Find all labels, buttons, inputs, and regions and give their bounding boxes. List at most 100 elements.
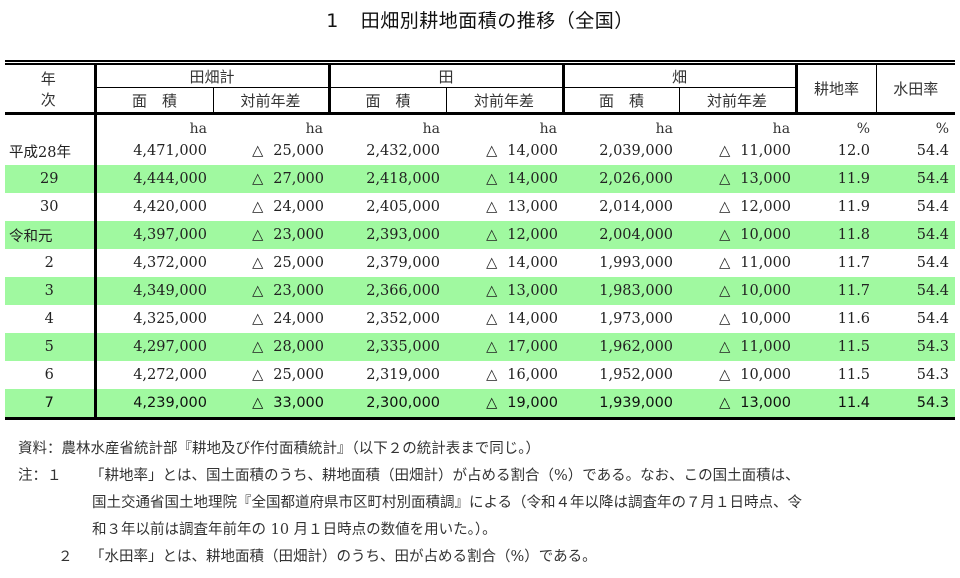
row-year: 平成28年 (5, 137, 97, 165)
decrease-triangle-icon: △ (486, 255, 498, 271)
cell-upland-area: 1,973,000 (599, 311, 674, 327)
cell-value: 11,000 (740, 143, 792, 159)
unit-cell: ha (539, 121, 558, 137)
cell-upland-area: 1,952,000 (599, 367, 674, 383)
cell-total-diff: △ 23,000 (213, 221, 330, 249)
cell-paddy-rate: 54.4 (876, 165, 956, 193)
row-year: 令和元 (5, 221, 97, 249)
cell-value: 13,000 (507, 199, 559, 215)
cell-paddy-area: 2,335,000 (329, 333, 447, 361)
cell-paddy-rate: 54.4 (916, 311, 950, 327)
cell-upland-diff: △ 11,000 (679, 333, 797, 361)
cell-upland-area: 1,962,000 (563, 333, 680, 361)
cultivated-area-table: 年 次 田畑計 田 畑 耕地率 水田率 面 積 対前年差 面 積 対前年差 面 … (5, 65, 956, 420)
table-row: 2 4,372,000 △ 25,000 2,379,000 △ 14,000 1,993,0… (5, 249, 955, 277)
row-year: 29 (5, 165, 97, 193)
cell-value: 14,000 (507, 255, 559, 271)
cell-upland-area: 2,014,000 (599, 199, 674, 215)
cell-paddy-diff: △ 13,000 (446, 277, 564, 305)
cell-cultivated-rate: 11.5 (837, 367, 871, 383)
row-year: 7 (5, 389, 97, 420)
decrease-triangle-icon: △ (252, 227, 264, 243)
header-paddy-area: 面 積 (327, 87, 447, 115)
cell-paddy-diff: △ 12,000 (446, 221, 564, 249)
cell-paddy-area: 2,319,000 (366, 367, 441, 383)
decrease-triangle-icon: △ (486, 395, 498, 411)
unit-cell: ha (772, 121, 791, 137)
decrease-triangle-icon: △ (252, 171, 264, 187)
note-1-text-2: 国土交通省国土地理院『全国都道府県市区町村別面積調』による（令和４年以降は調査年… (92, 495, 803, 511)
cell-paddy-diff: △ 14,000 (446, 165, 564, 193)
row-year: 3 (5, 277, 97, 305)
table-row: 3 4,349,000 △ 23,000 2,366,000 △ 13,000 1,983,0… (5, 277, 956, 305)
cell-upland-diff: △ 13,000 (679, 165, 797, 193)
cell-value: 10,000 (740, 283, 792, 299)
cell-total-diff: △ 27,000 (213, 165, 330, 193)
cell-paddy-rate: 54.4 (876, 277, 956, 305)
cell-value: 23,000 (273, 283, 325, 299)
cell-upland-diff: △ 10,000 (679, 277, 797, 305)
table-header: 年 次 田畑計 田 畑 耕地率 水田率 面 積 対前年差 面 積 対前年差 面 … (5, 65, 956, 115)
decrease-triangle-icon: △ (719, 283, 731, 299)
decrease-triangle-icon: △ (486, 367, 498, 383)
header-year: 年 次 (5, 65, 97, 115)
note-1-text-3: 和３年以前は調査年前年の 10 月１日時点の数値を用いた。）。 (92, 522, 497, 538)
header-group-upland: 畑 (561, 65, 797, 88)
cell-cultivated-rate: 11.4 (796, 389, 877, 420)
cell-paddy-rate: 54.4 (876, 221, 956, 249)
cell-paddy-area: 2,432,000 (366, 143, 441, 159)
header-group-paddy: 田 (327, 65, 564, 88)
cell-upland-area: 2,039,000 (599, 143, 674, 159)
cell-cultivated-rate: 11.7 (837, 255, 871, 271)
decrease-triangle-icon: △ (252, 283, 264, 299)
cell-total-area: 4,272,000 (133, 367, 207, 383)
cell-total-diff: △ 25,000 (213, 137, 329, 165)
decrease-triangle-icon: △ (719, 339, 731, 355)
cell-total-area: 4,349,000 (95, 277, 213, 305)
unit-cell: ha (189, 121, 207, 137)
cell-paddy-area: 2,393,000 (329, 221, 447, 249)
cell-upland-diff: △ 13,000 (679, 389, 797, 420)
source-label: 資料： (18, 441, 62, 457)
note-2-line: ２ 「水田率」とは、耕地面積（田畑計）のうち、田が占める割合（%）である。 (18, 544, 953, 571)
decrease-triangle-icon: △ (252, 367, 264, 383)
cell-value: 13,000 (740, 171, 792, 187)
note-1-line-1: 注：１ 「耕地率」とは、国土面積のうち、耕地面積（田畑計）が占める割合（%）である… (18, 463, 953, 490)
unit-cell: ha (655, 121, 674, 137)
unit-cell: % (856, 121, 871, 137)
cell-upland-area: 2,026,000 (563, 165, 680, 193)
decrease-triangle-icon: △ (486, 311, 498, 327)
cell-paddy-area: 2,352,000 (366, 311, 441, 327)
cell-value: 25,000 (273, 255, 325, 271)
header-paddy-diff: 対前年差 (445, 87, 564, 115)
cell-total-area: 4,239,000 (95, 389, 213, 420)
unit-year (5, 113, 97, 137)
cell-paddy-area: 2,379,000 (366, 255, 441, 271)
cell-value: 25,000 (273, 143, 325, 159)
table-row: 30 4,420,000 △ 24,000 2,405,000 △ 13,000 2,014,… (5, 193, 955, 221)
table-row: 29 4,444,000 △ 27,000 2,418,000 △ 14,000 2,026,… (5, 165, 956, 193)
cell-value: 13,000 (740, 395, 792, 411)
cell-value: 14,000 (507, 311, 559, 327)
cell-total-diff: △ 24,000 (213, 193, 329, 221)
cell-upland-diff: △ 10,000 (679, 361, 796, 389)
decrease-triangle-icon: △ (252, 143, 264, 159)
cell-value: 25,000 (273, 367, 325, 383)
header-total-area: 面 積 (94, 87, 214, 115)
decrease-triangle-icon: △ (719, 367, 731, 383)
header-group-total: 田畑計 (94, 65, 330, 88)
cell-value: 27,000 (273, 171, 325, 187)
row-year: 4 (5, 305, 97, 333)
cell-upland-diff: △ 10,000 (679, 221, 797, 249)
note-label: 注：１ (18, 468, 62, 484)
decrease-triangle-icon: △ (719, 143, 731, 159)
decrease-triangle-icon: △ (252, 339, 264, 355)
cell-cultivated-rate: 11.7 (796, 277, 877, 305)
decrease-triangle-icon: △ (486, 339, 498, 355)
cell-total-diff: △ 23,000 (213, 277, 330, 305)
decrease-triangle-icon: △ (486, 143, 498, 159)
row-year: 5 (5, 333, 97, 361)
table-notes: 資料： 農林水産省統計部『耕地及び作付面積統計』（以下２の統計表まで同じ。） 注：… (18, 436, 953, 571)
decrease-triangle-icon: △ (719, 311, 731, 327)
cell-total-area: 4,444,000 (95, 165, 213, 193)
